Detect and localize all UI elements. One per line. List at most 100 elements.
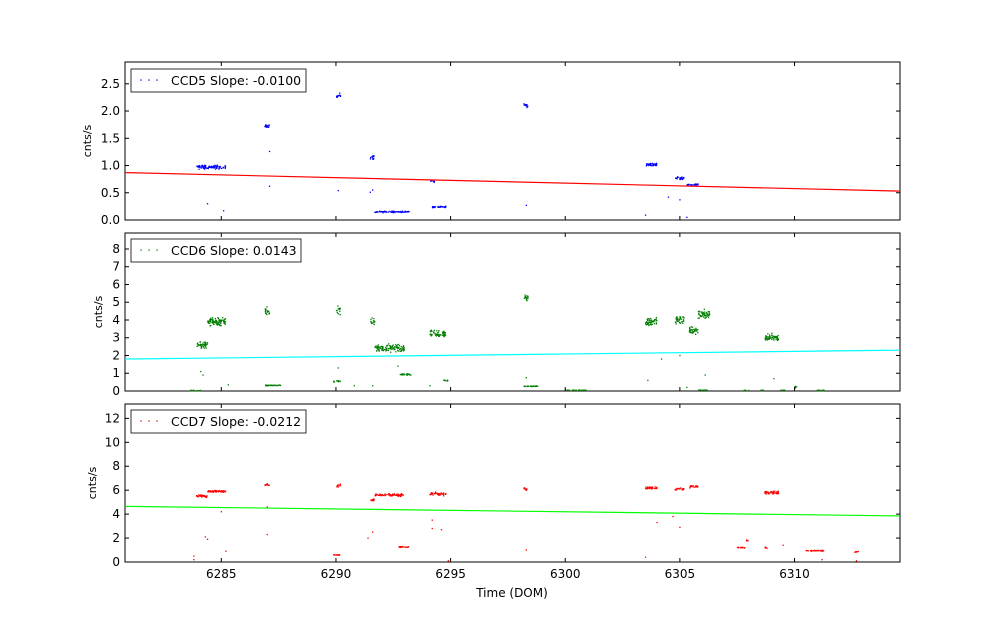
data-point-ccd7 bbox=[337, 486, 339, 488]
data-point-ccd5 bbox=[526, 104, 528, 106]
data-point-ccd6 bbox=[699, 311, 701, 313]
data-point-ccd6 bbox=[223, 320, 225, 323]
data-point-ccd7 bbox=[382, 494, 384, 496]
data-point-ccd7 bbox=[746, 539, 749, 542]
data-point-ccd6 bbox=[395, 345, 398, 347]
data-point-ccd7 bbox=[336, 485, 339, 487]
data-point-ccd7 bbox=[201, 494, 203, 496]
data-point-ccd6 bbox=[373, 323, 375, 326]
data-point-ccd5 bbox=[339, 92, 341, 94]
data-point-ccd7 bbox=[429, 494, 431, 496]
legend-text-ccd6: CCD6 Slope: 0.0143 bbox=[171, 243, 297, 258]
data-point-ccd6 bbox=[442, 332, 444, 335]
data-point-ccd6 bbox=[399, 350, 401, 352]
data-point-ccd6 bbox=[222, 319, 224, 321]
data-point-ccd7 bbox=[339, 554, 341, 556]
data-point-ccd6 bbox=[433, 329, 435, 331]
data-point-ccd7 bbox=[818, 550, 820, 552]
data-point-ccd5 bbox=[526, 105, 528, 107]
data-point-ccd6 bbox=[409, 374, 411, 376]
data-point-ccd7 bbox=[777, 493, 779, 495]
data-point-ccd6 bbox=[534, 385, 536, 387]
data-point-ccd6 bbox=[399, 373, 401, 376]
data-point-ccd6 bbox=[403, 348, 405, 350]
data-point-ccd7 bbox=[772, 493, 774, 495]
data-point-ccd5 bbox=[650, 162, 652, 165]
data-point-ccd7 bbox=[739, 546, 742, 549]
outlier-point-ccd6 bbox=[647, 379, 649, 381]
data-point-ccd6 bbox=[267, 384, 269, 386]
data-point-ccd6 bbox=[443, 379, 445, 381]
data-point-ccd6 bbox=[212, 318, 214, 321]
data-point-ccd6 bbox=[217, 317, 219, 319]
data-point-ccd7 bbox=[857, 550, 859, 553]
data-point-ccd5 bbox=[676, 177, 678, 179]
data-point-ccd5 bbox=[697, 184, 699, 186]
data-point-ccd6 bbox=[373, 318, 375, 320]
data-point-ccd6 bbox=[205, 341, 207, 343]
data-point-ccd7 bbox=[648, 486, 650, 488]
data-point-ccd6 bbox=[523, 297, 525, 299]
data-point-ccd6 bbox=[676, 320, 678, 322]
data-point-ccd6 bbox=[698, 389, 701, 391]
outlier-point-ccd5 bbox=[372, 189, 374, 191]
data-point-ccd6 bbox=[655, 323, 658, 325]
data-point-ccd6 bbox=[704, 313, 706, 316]
data-point-ccd6 bbox=[430, 333, 432, 335]
data-point-ccd6 bbox=[794, 386, 796, 388]
data-point-ccd6 bbox=[391, 346, 393, 348]
data-point-ccd5 bbox=[382, 211, 384, 213]
data-point-ccd7 bbox=[387, 493, 390, 495]
data-point-ccd6 bbox=[209, 325, 211, 327]
data-point-ccd7 bbox=[697, 486, 699, 488]
data-point-ccd7 bbox=[689, 486, 691, 488]
data-point-ccd7 bbox=[373, 498, 375, 500]
data-point-ccd6 bbox=[698, 310, 700, 312]
data-point-ccd5 bbox=[372, 158, 374, 160]
data-point-ccd6 bbox=[339, 313, 341, 316]
data-point-ccd6 bbox=[377, 346, 379, 348]
data-point-ccd6 bbox=[771, 332, 773, 334]
data-point-ccd6 bbox=[679, 318, 681, 320]
data-point-ccd7 bbox=[856, 551, 858, 553]
data-point-ccd7 bbox=[435, 492, 437, 494]
data-point-ccd6 bbox=[337, 305, 339, 307]
data-point-ccd7 bbox=[743, 547, 746, 549]
data-point-ccd6 bbox=[766, 338, 769, 340]
data-point-ccd5 bbox=[218, 168, 220, 170]
data-point-ccd5 bbox=[372, 157, 374, 159]
data-point-ccd6 bbox=[216, 323, 218, 325]
data-point-ccd7 bbox=[339, 485, 341, 487]
data-point-ccd6 bbox=[704, 389, 706, 391]
x-ticks-ccd5 bbox=[220, 62, 796, 220]
data-point-ccd6 bbox=[401, 347, 404, 349]
data-point-ccd6 bbox=[339, 380, 341, 382]
data-point-ccd6 bbox=[202, 346, 204, 348]
data-point-ccd5 bbox=[654, 164, 656, 166]
data-point-ccd7 bbox=[399, 494, 401, 496]
data-point-ccd5 bbox=[392, 212, 394, 214]
legend-dot bbox=[156, 249, 158, 251]
data-point-ccd6 bbox=[707, 310, 709, 313]
data-point-ccd6 bbox=[392, 347, 395, 349]
data-point-ccd7 bbox=[651, 486, 654, 488]
data-point-ccd7 bbox=[337, 554, 339, 556]
data-point-ccd7 bbox=[432, 492, 434, 494]
data-point-ccd6 bbox=[693, 328, 695, 330]
data-point-ccd7 bbox=[764, 491, 766, 493]
data-point-ccd6 bbox=[374, 346, 376, 348]
data-point-ccd7 bbox=[817, 549, 819, 551]
data-point-ccd5 bbox=[527, 105, 529, 108]
data-point-ccd7 bbox=[822, 549, 824, 551]
data-point-ccd6 bbox=[582, 389, 584, 391]
legend-box-ccd7 bbox=[130, 409, 307, 434]
points-ccd7 bbox=[193, 483, 859, 562]
data-point-ccd6 bbox=[776, 335, 778, 338]
y-tick-label: 7 bbox=[112, 260, 120, 274]
data-point-ccd5 bbox=[377, 211, 379, 213]
data-point-ccd6 bbox=[218, 322, 221, 324]
data-point-ccd7 bbox=[215, 490, 217, 492]
data-point-ccd6 bbox=[224, 318, 227, 320]
y-tick-label: 1 bbox=[112, 366, 120, 380]
data-point-ccd6 bbox=[373, 322, 375, 324]
